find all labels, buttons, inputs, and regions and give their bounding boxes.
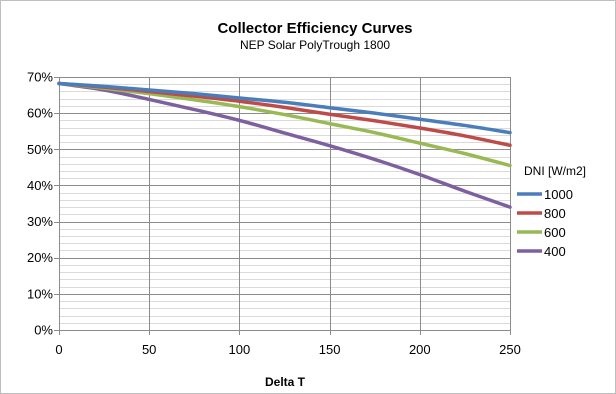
minor-gridlines [59, 84, 510, 324]
x-tick-label: 200 [409, 342, 431, 357]
y-tick-label: 30% [27, 214, 53, 229]
legend-label-800: 800 [544, 206, 566, 221]
x-axis-label: Delta T [265, 375, 306, 389]
x-tick-label: 250 [499, 342, 521, 357]
legend-label-1000: 1000 [544, 187, 573, 202]
y-tick-label: 70% [27, 70, 53, 85]
y-tick-label: 10% [27, 286, 53, 301]
y-tick-label: 40% [27, 178, 53, 193]
x-tick-label: 50 [142, 342, 156, 357]
legend-label-600: 600 [544, 225, 566, 240]
y-tick-label: 0% [34, 323, 53, 338]
y-tick-label: 50% [27, 142, 53, 157]
y-tick-labels: 0% 10% 20% 30% 40% 50% 60% 70% [27, 70, 53, 338]
series-line-1000 [57, 81, 512, 135]
series-line-400 [57, 81, 512, 209]
x-tick-labels: 0 50 100 150 200 250 [55, 342, 520, 357]
chart-title: Collector Efficiency Curves [217, 20, 412, 37]
legend: DNI [W/m2] 1000 800 600 400 [517, 164, 586, 259]
axes [54, 77, 511, 335]
y-tick-label: 60% [27, 106, 53, 121]
chart-subtitle: NEP Solar PolyTrough 1800 [240, 38, 390, 52]
x-tick-label: 0 [55, 342, 62, 357]
legend-label-400: 400 [544, 244, 566, 259]
series-lines [57, 81, 512, 209]
x-tick-label: 100 [229, 342, 251, 357]
y-tick-label: 20% [27, 250, 53, 265]
legend-title: DNI [W/m2] [524, 164, 586, 178]
x-tick-label: 150 [319, 342, 341, 357]
series-line-600 [57, 81, 512, 168]
